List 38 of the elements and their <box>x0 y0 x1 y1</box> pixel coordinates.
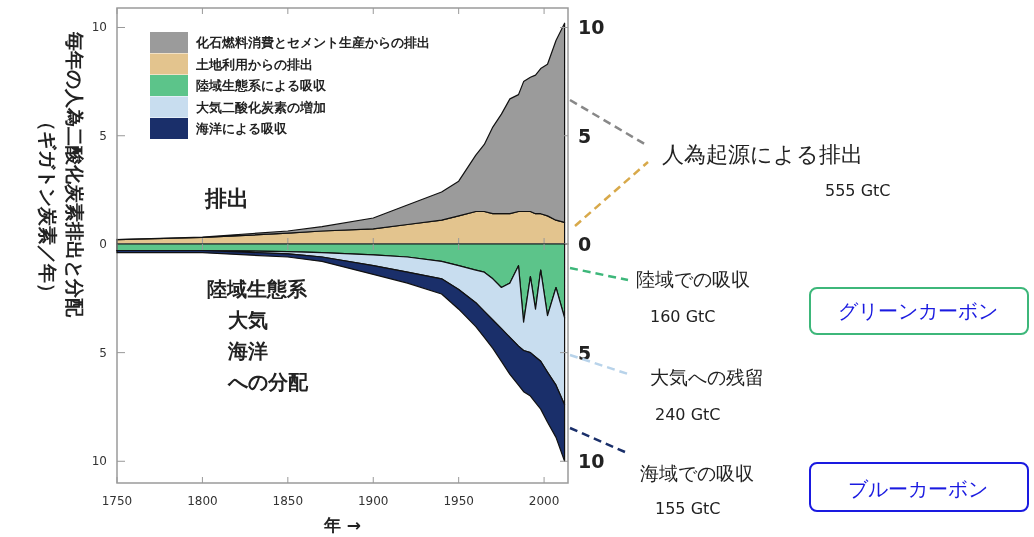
legend-label: 土地利用からの排出 <box>195 56 313 72</box>
y2-tick-label: 10 <box>578 450 605 473</box>
x-tick-label: 2000 <box>528 494 560 508</box>
x-tick-label: 1950 <box>443 494 474 508</box>
y-axis-title: 毎年の人為二酸化炭素排出と分配（ギガトン炭素／年） <box>37 31 86 318</box>
text: 155 GtC <box>655 499 721 518</box>
text: 大気への残留 <box>650 366 764 388</box>
annotation: への分配 <box>227 370 309 394</box>
y2-tick-label: 10 <box>578 16 605 39</box>
legend-label: 大気二酸化炭素の増加 <box>196 99 326 115</box>
text: ブルーカーボン <box>848 477 988 501</box>
x-tick-label: 1800 <box>187 494 218 508</box>
text: 人為起源による排出 <box>662 142 863 167</box>
text: 240 GtC <box>655 405 721 424</box>
text: 555 GtC <box>825 181 891 200</box>
y-tick-label: 5 <box>99 128 107 143</box>
legend-label: 海洋による吸収 <box>195 121 288 136</box>
legend-label: 化石燃料消費とセメント生産からの排出 <box>195 35 430 50</box>
text: 陸域での吸収 <box>636 268 750 290</box>
text: 160 GtC <box>650 307 716 326</box>
y-tick-label: 5 <box>99 345 107 360</box>
x-axis-title: 年 → <box>322 515 362 535</box>
y2-tick-label: 0 <box>578 233 592 255</box>
annotation: 陸域生態系 <box>207 277 308 301</box>
annotation: 海洋 <box>227 339 268 363</box>
x-tick-label: 1850 <box>272 494 304 508</box>
y-tick-label: 10 <box>91 454 107 469</box>
x-tick-label: 1900 <box>357 494 389 508</box>
y2-tick-label: 5 <box>578 341 592 364</box>
y-tick-label: 10 <box>91 20 107 35</box>
text: グリーンカーボン <box>838 299 998 323</box>
legend-label: 陸域生態系による吸収 <box>196 78 327 93</box>
y2-tick-label: 5 <box>578 124 592 147</box>
x-tick-label: 1750 <box>101 494 133 508</box>
y-tick-label: 0 <box>99 237 107 251</box>
annotation: 大気 <box>228 308 268 332</box>
text: 海域での吸収 <box>640 462 754 484</box>
annotation: 排出 <box>204 186 249 211</box>
